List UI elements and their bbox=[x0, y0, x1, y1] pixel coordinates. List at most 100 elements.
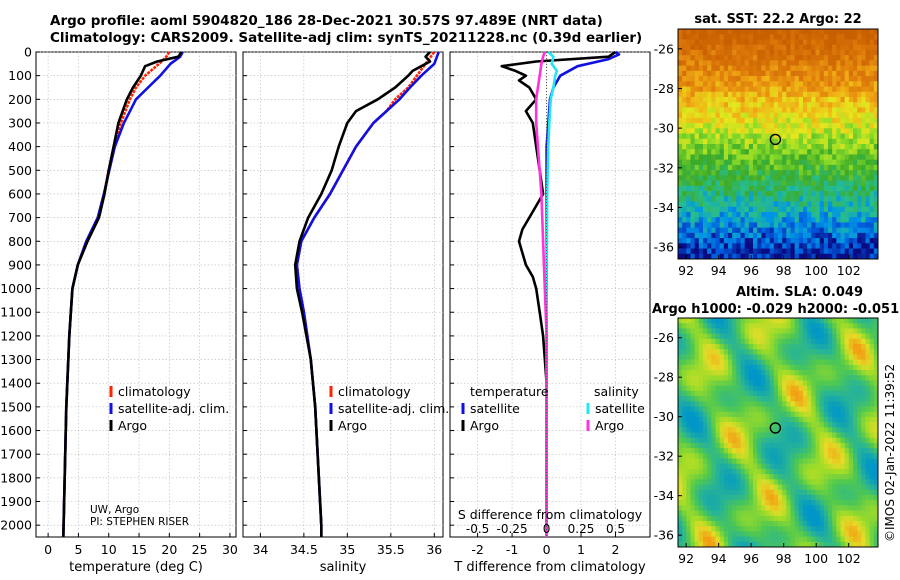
map-cell bbox=[736, 55, 741, 61]
map-cell bbox=[765, 474, 771, 480]
map-cell bbox=[728, 123, 733, 129]
map-cell bbox=[828, 211, 833, 218]
map-cell bbox=[828, 91, 833, 98]
map-cell bbox=[715, 133, 721, 140]
map-cell bbox=[803, 133, 808, 140]
x-axis-label: temperature (deg C) bbox=[69, 560, 203, 575]
map-cell bbox=[711, 458, 716, 465]
map-cell bbox=[723, 333, 729, 340]
map-cell bbox=[873, 243, 879, 249]
map-cell bbox=[703, 44, 708, 51]
map-cell bbox=[782, 479, 787, 485]
map-cell bbox=[819, 170, 825, 176]
map-cell bbox=[757, 117, 762, 124]
map-cell bbox=[715, 44, 721, 51]
map-cell bbox=[823, 201, 829, 208]
map-cell bbox=[823, 96, 829, 103]
map-cell bbox=[790, 541, 796, 548]
map-cell bbox=[778, 344, 783, 350]
map-cell bbox=[690, 60, 696, 66]
map-cell bbox=[711, 149, 716, 155]
map-cell bbox=[782, 442, 787, 449]
map-cell bbox=[857, 44, 862, 51]
map-cell bbox=[715, 211, 721, 218]
map-cell bbox=[873, 453, 879, 459]
map-cell bbox=[848, 354, 854, 361]
map-cell bbox=[828, 217, 833, 223]
map-cell bbox=[723, 442, 729, 449]
map-cell bbox=[786, 333, 791, 340]
map-cell bbox=[807, 505, 812, 511]
map-cell bbox=[703, 437, 708, 444]
x-tick-label: 35 bbox=[339, 542, 355, 557]
map-cell bbox=[828, 494, 833, 501]
map-cell bbox=[828, 81, 833, 87]
map-cell bbox=[861, 29, 866, 35]
map-cell bbox=[807, 128, 812, 134]
map-cell bbox=[782, 81, 787, 87]
map-cell bbox=[815, 422, 821, 428]
y-tick-label: 1900 bbox=[0, 494, 32, 509]
map-cell bbox=[811, 86, 816, 93]
map-cell bbox=[757, 76, 762, 82]
map-cell bbox=[761, 222, 766, 229]
map-cell bbox=[748, 117, 754, 124]
map-cell bbox=[765, 144, 771, 150]
map-cell bbox=[761, 49, 766, 56]
map-cell bbox=[728, 479, 733, 485]
map-cell bbox=[715, 510, 721, 517]
map-cell bbox=[836, 34, 841, 40]
map-cell bbox=[757, 453, 762, 459]
map-cell bbox=[707, 432, 712, 439]
map-cell bbox=[828, 427, 833, 433]
sst-map: 92 94 96 98 100 102-26-28-30-32-34-36 bbox=[654, 28, 879, 278]
map-cell bbox=[732, 159, 737, 166]
map-cell bbox=[861, 531, 866, 537]
map-cell bbox=[694, 34, 700, 40]
map-cell bbox=[694, 248, 700, 255]
map-cell bbox=[744, 243, 750, 249]
map-cell bbox=[869, 437, 875, 444]
map-cell bbox=[790, 34, 796, 40]
map-cell bbox=[832, 159, 837, 166]
map-cell bbox=[844, 81, 850, 87]
map-cell bbox=[828, 232, 833, 239]
map-cell bbox=[753, 463, 758, 470]
map-cell bbox=[782, 185, 787, 192]
map-cell bbox=[728, 427, 733, 433]
map-cell bbox=[778, 102, 783, 108]
map-cell bbox=[861, 474, 866, 480]
map-cell bbox=[748, 112, 754, 119]
map-cell bbox=[832, 484, 837, 491]
map-cell bbox=[836, 39, 841, 46]
map-cell bbox=[703, 505, 708, 511]
map-cell bbox=[798, 437, 804, 444]
map-cell bbox=[873, 65, 879, 72]
map-cell bbox=[832, 49, 837, 56]
map-cell bbox=[715, 128, 721, 134]
map-cell bbox=[694, 536, 700, 543]
map-cell bbox=[794, 243, 800, 249]
map-cell bbox=[790, 107, 796, 114]
map-cell bbox=[819, 448, 825, 454]
map-cell bbox=[719, 191, 725, 197]
map-cell bbox=[861, 396, 866, 402]
map-cell bbox=[690, 180, 696, 187]
map-cell bbox=[832, 344, 837, 350]
map-cell bbox=[682, 364, 687, 371]
map-cell bbox=[786, 468, 791, 475]
map-cell bbox=[740, 117, 746, 124]
map-cell bbox=[698, 227, 704, 234]
map-cell bbox=[857, 437, 862, 444]
map-cell bbox=[853, 385, 858, 392]
map-cell bbox=[728, 201, 733, 208]
map-cell bbox=[819, 489, 825, 496]
map-cell bbox=[815, 60, 821, 66]
map-cell bbox=[823, 70, 829, 77]
map-cell bbox=[836, 458, 841, 465]
map-cell bbox=[790, 102, 796, 108]
map-cell bbox=[861, 138, 866, 145]
map-cell bbox=[723, 364, 729, 371]
map-cell bbox=[757, 164, 762, 171]
